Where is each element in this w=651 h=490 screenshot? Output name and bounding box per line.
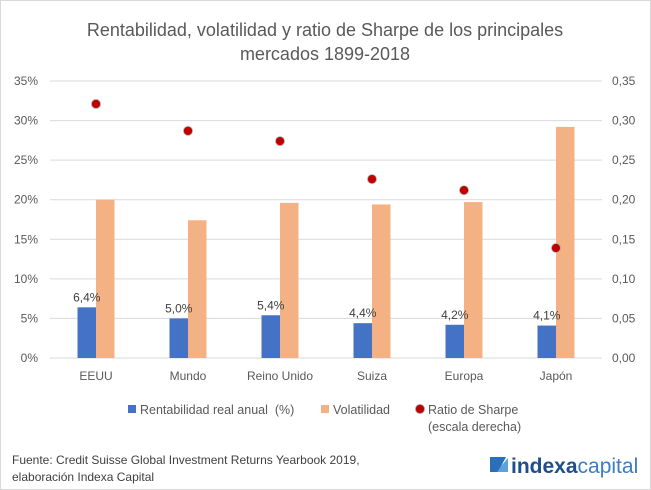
y-left-tick-label: 20% bbox=[14, 193, 38, 207]
source-line2: elaboración Indexa Capital bbox=[12, 470, 154, 484]
data-label-rentabilidad: 5,4% bbox=[257, 298, 285, 312]
data-label-rentabilidad: 4,2% bbox=[441, 308, 469, 322]
y-left-tick-label: 15% bbox=[14, 232, 38, 246]
x-tick-label: Suiza bbox=[357, 369, 387, 383]
point-sharpe bbox=[91, 99, 101, 109]
y-right-tick-label: 0,00 bbox=[612, 351, 636, 365]
bar-rentabilidad bbox=[169, 318, 188, 358]
indexa-capital-logo: indexacapital bbox=[490, 455, 638, 478]
source-line1: Fuente: Credit Suisse Global Investment … bbox=[12, 453, 360, 467]
legend-marker-sharpe bbox=[415, 404, 425, 414]
y-right-tick-label: 0,05 bbox=[612, 311, 636, 325]
data-label-rentabilidad: 5,0% bbox=[165, 301, 193, 315]
legend-swatch-volatilidad bbox=[321, 405, 329, 413]
chart-title-line2: mercados 1899-2018 bbox=[240, 44, 410, 64]
x-tick-label: Mundo bbox=[170, 369, 207, 383]
legend-label-volatilidad: Volatilidad bbox=[333, 403, 390, 417]
point-sharpe bbox=[183, 125, 193, 136]
bar-volatilidad bbox=[96, 199, 115, 358]
bar-volatilidad bbox=[188, 220, 207, 358]
x-tick-label: EEUU bbox=[79, 369, 112, 383]
legend: Rentabilidad real anual (%) Volatilidad … bbox=[128, 403, 521, 434]
data-label-rentabilidad: 4,1% bbox=[533, 309, 561, 323]
y-right-tick-label: 0,25 bbox=[612, 153, 636, 167]
legend-swatch-rentabilidad bbox=[128, 405, 136, 413]
y-left-tick-label: 0% bbox=[21, 351, 39, 365]
bar-volatilidad bbox=[464, 202, 483, 358]
y-right-tick-label: 0,30 bbox=[612, 114, 636, 128]
y-left-tick-label: 5% bbox=[21, 311, 39, 325]
x-tick-label: Reino Unido bbox=[247, 369, 313, 383]
data-label-rentabilidad: 6,4% bbox=[73, 290, 101, 304]
bar-rentabilidad bbox=[261, 315, 280, 358]
x-tick-label: Europa bbox=[445, 369, 484, 383]
logo-mark-accent-icon bbox=[497, 458, 508, 472]
point-sharpe bbox=[551, 243, 561, 253]
legend-label-sharpe: Ratio de Sharpe bbox=[428, 403, 518, 417]
chart-title-line1: Rentabilidad, volatilidad y ratio de Sha… bbox=[87, 20, 563, 40]
y-right-tick-label: 0,20 bbox=[612, 193, 636, 207]
bar-rentabilidad bbox=[537, 325, 556, 358]
logo-mark-icon bbox=[490, 457, 506, 472]
point-sharpe bbox=[459, 185, 469, 196]
y-left-tick-label: 35% bbox=[14, 74, 38, 88]
bar-rentabilidad bbox=[353, 323, 372, 358]
y-right-tick-label: 0,35 bbox=[612, 74, 636, 88]
bar-volatilidad bbox=[280, 202, 299, 358]
y-left-tick-label: 25% bbox=[14, 153, 38, 167]
bar-rentabilidad bbox=[77, 307, 96, 358]
bar-rentabilidad bbox=[445, 324, 464, 358]
y-right-tick-label: 0,10 bbox=[612, 272, 636, 286]
point-sharpe bbox=[367, 174, 377, 185]
bar-volatilidad bbox=[372, 204, 391, 358]
y-right-tick-label: 0,15 bbox=[612, 232, 636, 246]
x-tick-label: Japón bbox=[540, 369, 573, 383]
bar-volatilidad bbox=[556, 126, 575, 358]
data-label-rentabilidad: 4,4% bbox=[349, 306, 377, 320]
y-left-tick-label: 30% bbox=[14, 114, 38, 128]
y-left-tick-label: 10% bbox=[14, 272, 38, 286]
legend-label-sharpe-note: (escala derecha) bbox=[428, 420, 521, 434]
legend-label-rentabilidad: Rentabilidad real anual (%) bbox=[140, 403, 294, 417]
logo-text: indexacapital bbox=[511, 455, 638, 478]
point-sharpe bbox=[275, 136, 285, 147]
